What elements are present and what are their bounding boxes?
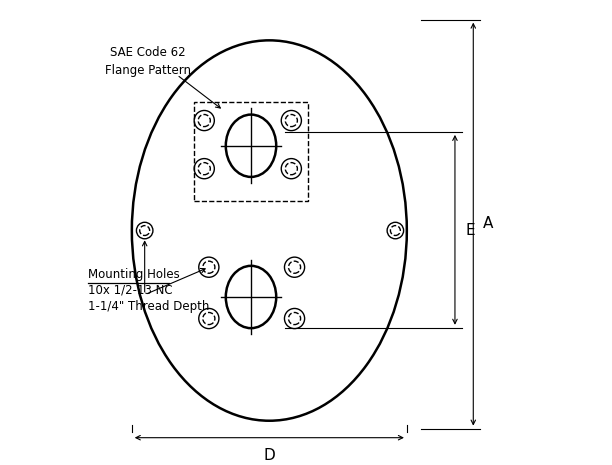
Text: 10x 1/2-13 NC: 10x 1/2-13 NC [88,284,173,297]
Text: Mounting Holes: Mounting Holes [88,268,180,281]
Text: E: E [465,223,475,238]
Text: Flange Pattern: Flange Pattern [105,64,191,77]
Text: A: A [483,216,494,231]
Text: 1-1/4" Thread Depth: 1-1/4" Thread Depth [88,300,210,313]
Text: SAE Code 62: SAE Code 62 [110,46,185,59]
Text: D: D [263,448,275,463]
